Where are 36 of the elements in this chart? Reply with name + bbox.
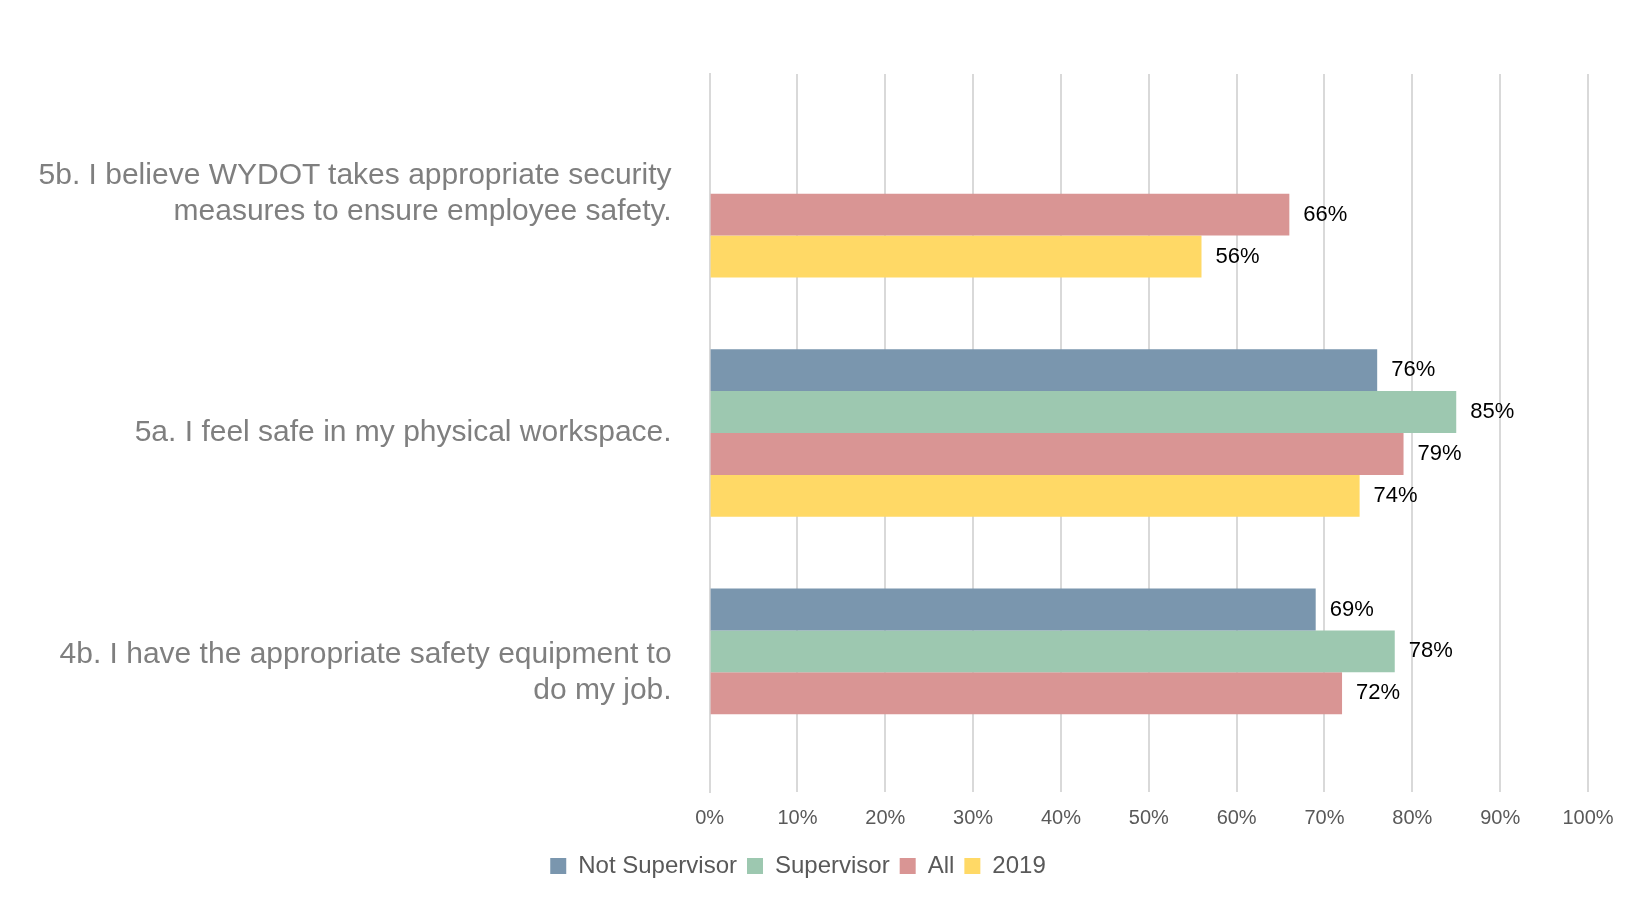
x-tick-label: 70% — [1304, 805, 1345, 828]
y-tick-label: 4b. I have the appropriate safety equipment to do my job. — [59, 635, 672, 705]
data-label: 74% — [1373, 481, 1418, 507]
x-tick-label: 80% — [1392, 805, 1433, 828]
data-label: 72% — [1356, 679, 1401, 705]
bar — [710, 474, 1360, 517]
data-label: 76% — [1391, 356, 1436, 382]
bar — [710, 193, 1290, 236]
bar — [710, 630, 1395, 673]
data-label: 78% — [1408, 637, 1453, 663]
bar — [710, 349, 1378, 392]
data-label: 66% — [1303, 200, 1348, 226]
legend-label: Not Supervisor — [578, 850, 737, 878]
legend-label: All — [927, 850, 955, 878]
bar — [710, 391, 1457, 433]
data-label: 69% — [1329, 595, 1374, 621]
y-tick-label: 5a. I feel safe in my physical workspace. — [134, 414, 672, 448]
data-label: 56% — [1215, 242, 1260, 268]
x-tick-label: 40% — [1040, 805, 1082, 828]
x-tick-label: 60% — [1216, 805, 1257, 828]
x-tick-label: 0% — [695, 805, 725, 828]
legend-label: Supervisor — [774, 850, 890, 878]
x-tick-label: 10% — [777, 805, 818, 828]
bar — [710, 433, 1404, 475]
bar — [710, 235, 1202, 278]
data-label: 85% — [1470, 398, 1515, 424]
x-tick-label: 50% — [1128, 805, 1170, 828]
data-label: 79% — [1417, 440, 1462, 465]
x-tick-label: 20% — [865, 805, 906, 828]
bar — [710, 588, 1316, 631]
bar — [710, 672, 1343, 715]
x-tick-label: 100% — [1562, 805, 1614, 828]
x-tick-label: 90% — [1480, 805, 1521, 828]
y-tick-label: 5b. I believe WYDOT takes appropriate security measures to ensure employee safety. — [38, 156, 672, 226]
x-tick-label: 30% — [953, 805, 994, 828]
legend-label: 2019 — [992, 850, 1046, 878]
